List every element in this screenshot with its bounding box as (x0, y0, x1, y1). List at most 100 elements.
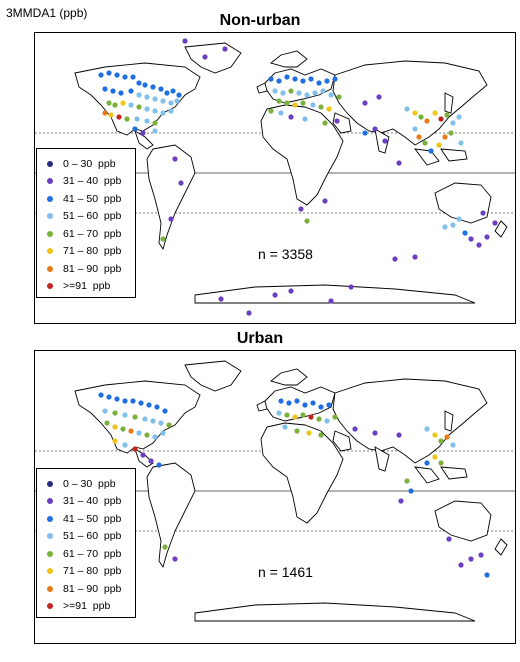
monitoring-site-dot (128, 88, 134, 94)
monitoring-site-dot (136, 92, 142, 98)
land-outline (444, 410, 454, 432)
land-outline (374, 128, 390, 154)
monitoring-site-dot (106, 394, 112, 400)
land-outline (134, 129, 154, 150)
monitoring-site-dot (202, 54, 208, 60)
monitoring-site-dot (112, 102, 118, 108)
monitoring-site-dot (316, 80, 322, 86)
monitoring-site-dot (168, 100, 174, 106)
monitoring-site-dot (122, 398, 128, 404)
monitoring-site-dot (120, 426, 126, 432)
monitoring-site-dot (130, 398, 136, 404)
urban-world-map (35, 360, 515, 622)
monitoring-site-dot (302, 402, 308, 408)
legend-item: 51 – 60 ppb (37, 528, 135, 546)
monitoring-site-dot (438, 438, 444, 444)
monitoring-site-dot (132, 446, 138, 452)
land-outline (262, 386, 336, 422)
legend-label: 61 – 70 ppb (63, 547, 122, 560)
monitoring-site-dot (372, 126, 378, 132)
monitoring-site-dot (316, 416, 322, 422)
monitoring-site-dot (136, 430, 142, 436)
legend-swatch (47, 178, 53, 185)
legend-label: 41 – 50 ppb (63, 192, 122, 205)
land-outline (494, 220, 508, 238)
monitoring-site-dot (428, 148, 434, 154)
legend-swatch (47, 585, 53, 592)
legend-label: 61 – 70 ppb (63, 227, 122, 240)
monitoring-site-dot (484, 572, 490, 578)
legend-label: >=91 ppb (63, 600, 111, 613)
monitoring-site-dot (276, 78, 282, 84)
monitoring-site-dot (176, 92, 182, 98)
monitoring-site-dot (102, 110, 108, 116)
monitoring-site-dot (154, 404, 160, 410)
legend-label: 81 – 90 ppb (63, 262, 122, 275)
monitoring-site-dot (320, 88, 326, 94)
land-outline (332, 430, 352, 452)
land-outline (194, 602, 476, 622)
monitoring-site-dot (324, 418, 330, 424)
monitoring-site-dot (432, 454, 438, 460)
monitoring-site-dot (294, 398, 300, 404)
land-outline (270, 50, 308, 68)
land-outline (184, 360, 242, 392)
monitoring-site-dot (272, 88, 278, 94)
monitoring-site-dot (352, 426, 358, 432)
monitoring-site-dot (412, 110, 418, 116)
monitoring-site-dot (102, 86, 108, 92)
monitoring-site-dot (108, 112, 114, 118)
monitoring-site-dot (144, 106, 150, 112)
legend-item: 0 – 30 ppb (37, 155, 135, 173)
monitoring-site-dot (150, 84, 156, 90)
map-title-urban: Urban (236, 330, 284, 347)
monitoring-site-dot (286, 400, 292, 406)
monitoring-site-dot (292, 414, 298, 420)
monitoring-site-dot (170, 88, 176, 94)
monitoring-site-dot (136, 104, 142, 110)
monitoring-site-dot (298, 206, 304, 212)
legend-label: 31 – 40 ppb (63, 495, 122, 508)
monitoring-site-dot (332, 414, 338, 420)
monitoring-site-dot (424, 460, 430, 466)
monitoring-site-dot (166, 422, 172, 428)
monitoring-site-dot (476, 242, 482, 248)
legend-swatch (47, 160, 53, 167)
monitoring-site-dot (458, 140, 464, 146)
monitoring-site-dot (468, 556, 474, 562)
legend-label: 71 – 80 ppb (63, 565, 122, 578)
monitoring-site-dot (322, 198, 328, 204)
monitoring-site-dot (404, 106, 410, 112)
legend-swatch (47, 550, 53, 557)
land-outline (494, 538, 508, 556)
monitoring-site-dot (424, 426, 430, 432)
monitoring-site-dot (140, 452, 146, 458)
monitoring-site-dot (376, 94, 382, 100)
monitoring-site-dot (160, 236, 166, 242)
monitoring-site-dot (152, 96, 158, 102)
monitoring-site-dot (362, 100, 368, 106)
monitoring-site-dot (336, 94, 342, 100)
legend-nonurban: 0 – 30 ppb 31 – 40 ppb 41 – 50 ppb 51 – 60 … (36, 148, 136, 298)
monitoring-site-dot (142, 416, 148, 422)
land-outline (256, 400, 268, 412)
monitoring-site-dot (122, 74, 128, 80)
monitoring-site-dot (468, 236, 474, 242)
legend-swatch (47, 230, 53, 237)
monitoring-site-dot (302, 116, 308, 122)
monitoring-site-dot (144, 94, 150, 100)
monitoring-site-dot (142, 82, 148, 88)
monitoring-site-dot (112, 424, 118, 430)
monitoring-site-dot (122, 442, 128, 448)
monitoring-site-dot (450, 442, 456, 448)
legend-item: 0 – 30 ppb (37, 475, 135, 493)
legend-item: >=91 ppb (37, 278, 135, 296)
monitoring-site-dot (450, 222, 456, 228)
monitoring-site-dot (106, 70, 112, 76)
monitoring-site-dot (444, 112, 450, 118)
monitoring-site-dot (182, 38, 188, 44)
monitoring-site-dot (444, 434, 450, 440)
monitoring-site-dot (442, 224, 448, 230)
monitoring-site-dot (456, 216, 462, 222)
land-outline (414, 466, 440, 484)
